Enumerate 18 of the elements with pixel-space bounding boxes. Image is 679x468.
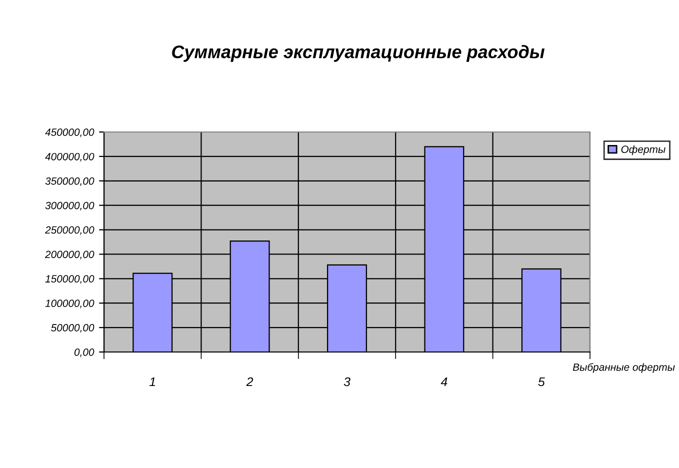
legend-label: Оферты [621,145,666,156]
y-tick-label: 250000,00 [44,226,94,235]
chart-title: Суммарные эксплуатационные расходы [172,45,545,62]
y-tick-label: 350000,00 [45,177,94,186]
y-tick-label: 400000,00 [45,152,94,162]
y-tick-label: 50000,00 [51,324,94,333]
x-tick-label: 2 [246,377,254,386]
y-tick-label: 0,00 [74,348,94,358]
x-tick-label: 5 [538,377,545,386]
y-tick-label: 200000,00 [44,250,94,260]
y-tick-label: 100000,00 [45,300,94,308]
y-tick-label: 450000,00 [45,128,94,138]
x-tick-label: 3 [344,377,350,386]
x-axis-title: Выбранные оферты [572,363,675,373]
y-tick-label: 150000,00 [45,275,94,284]
x-tick-label: 4 [440,377,448,386]
y-tick-label: 300000,00 [45,202,94,210]
x-tick-label: 1 [149,377,156,386]
